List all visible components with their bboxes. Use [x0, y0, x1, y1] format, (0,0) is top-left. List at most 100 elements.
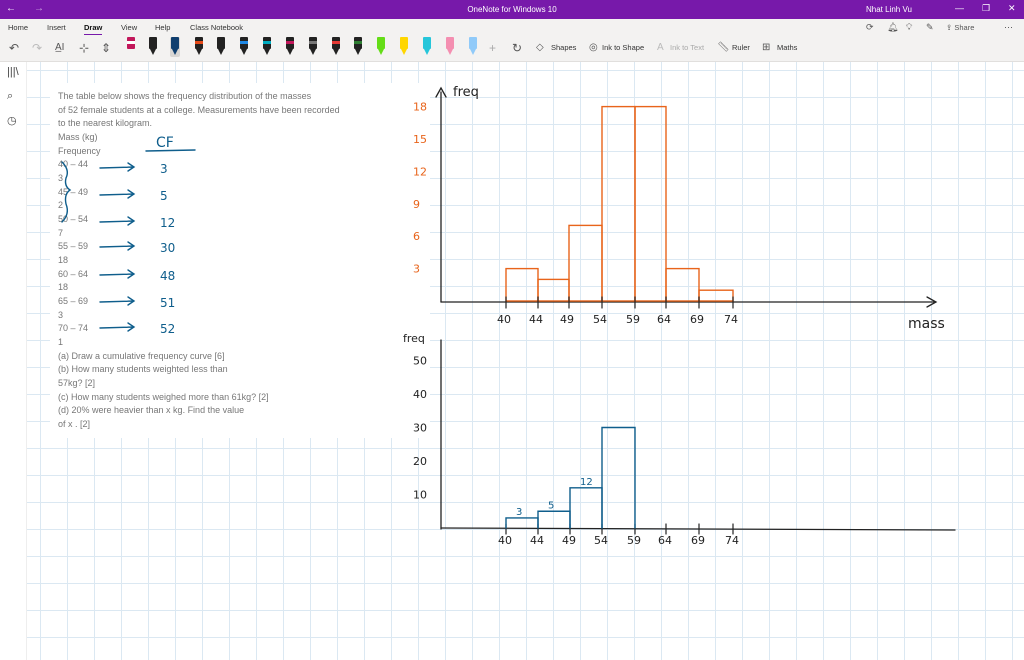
cf-arrow [99, 322, 136, 332]
menu-help[interactable]: Help [155, 23, 171, 32]
redo-icon[interactable]: ↷ [32, 41, 43, 55]
cf-arrow [99, 269, 136, 279]
shapes-icon[interactable]: ◇ [536, 42, 544, 53]
highlighter-pink[interactable] [445, 37, 455, 57]
pen-magenta[interactable] [285, 37, 295, 57]
cf-value: 48 [160, 269, 175, 283]
y-arrow [435, 86, 447, 98]
x-axis [440, 527, 956, 531]
type-select-icon[interactable]: A̲I [55, 42, 65, 53]
histogram-x-tick: 44 [529, 313, 543, 326]
cf-graph-y-tick: 40 [413, 388, 427, 401]
maths-icon[interactable]: ⊞ [762, 42, 771, 53]
pen-black-1[interactable] [148, 37, 158, 57]
maths-button[interactable]: Maths [777, 43, 798, 52]
histogram-y-tick: 15 [413, 133, 427, 146]
problem-textbox[interactable] [50, 83, 430, 438]
pen-red[interactable] [331, 37, 341, 57]
cf-step [537, 510, 571, 529]
pen-blue[interactable] [239, 37, 249, 57]
ruler-button[interactable]: Ruler [732, 43, 750, 52]
pen-settings-icon[interactable]: ✎ [926, 22, 934, 32]
ink-to-shape-icon[interactable]: ◎ [589, 42, 598, 53]
histogram-y-label: freq [453, 85, 479, 100]
cf-arrow [99, 216, 136, 226]
recent-icon[interactable]: ◷ [7, 115, 17, 127]
ruler-icon[interactable]: 📏︎ [717, 42, 730, 53]
eraser-icon[interactable] [126, 37, 136, 57]
histogram-y-tick: 12 [413, 165, 427, 178]
minimize-button[interactable]: — [955, 3, 964, 13]
cf-graph-x-tick: 74 [725, 534, 739, 547]
cf-value: 51 [160, 296, 175, 310]
more-options-icon[interactable]: ⋯ [1004, 22, 1013, 32]
problem-line: Frequency [58, 146, 101, 156]
sync-icon[interactable]: ⟳ [866, 22, 874, 32]
lasso-select-icon[interactable]: ⊹ [79, 41, 90, 55]
cf-graph-y-tick: 10 [413, 489, 427, 502]
share-button[interactable]: ⇪ Share [946, 23, 975, 32]
close-button[interactable]: ✕ [1008, 3, 1016, 13]
problem-line: 65 – 69 [58, 296, 89, 306]
pen-selected[interactable] [170, 37, 180, 57]
title-bar: ← → OneNote for Windows 10 Nhat Linh Vu … [0, 0, 1024, 19]
histogram-y-tick: 18 [413, 101, 427, 114]
pen-black-2[interactable] [216, 37, 226, 57]
menu-view[interactable]: View [121, 23, 138, 32]
pen-dark-green[interactable] [353, 37, 363, 57]
undo-icon[interactable]: ↶ [9, 41, 20, 55]
menu-insert[interactable]: Insert [47, 23, 66, 32]
cf-value: 52 [160, 322, 175, 336]
problem-line: (c) How many students weighed more than … [58, 392, 269, 402]
search-icon[interactable]: ⌕ [7, 90, 14, 102]
add-pen-icon[interactable]: + [489, 41, 497, 55]
brace-mark [61, 161, 72, 223]
problem-line: of x . [2] [58, 419, 91, 429]
problem-line: 70 – 74 [58, 323, 89, 333]
bell-icon[interactable]: 🔔︎ [887, 22, 899, 32]
histogram-y-tick: 3 [413, 263, 420, 276]
histogram-bar [698, 289, 734, 302]
add-space-icon[interactable]: ⇕ [101, 41, 112, 55]
cf-value: 12 [160, 216, 175, 230]
back-button[interactable]: ← [6, 3, 16, 14]
menu-class-notebook[interactable]: Class Notebook [190, 23, 243, 32]
cf-graph-y-tick: 30 [413, 422, 427, 435]
ink-replay-icon[interactable]: ↻ [512, 41, 523, 55]
shapes-button[interactable]: Shapes [551, 43, 577, 52]
problem-line: 2 [58, 200, 64, 210]
cf-step [505, 517, 539, 529]
problem-line: 1 [58, 337, 64, 347]
problem-line: (a) Draw a cumulative frequency curve [6… [58, 351, 225, 361]
pen-gray[interactable] [308, 37, 318, 57]
highlighter-yellow[interactable] [399, 37, 409, 57]
cumulative-frequency-graph: freq 10 20 30 40 50 40 44 49 54 59 64 69 74 3 5 12 [403, 332, 956, 547]
left-nav: |||\ ⌕ ◷ [0, 62, 27, 660]
pen-teal[interactable] [262, 37, 272, 57]
highlighter-cyan[interactable] [422, 37, 432, 57]
user-name[interactable]: Nhat Linh Vu [866, 5, 912, 14]
menu-home[interactable]: Home [8, 23, 29, 32]
problem-line: 60 – 64 [58, 269, 89, 279]
lightbulb-icon[interactable]: 💡︎ [906, 22, 913, 32]
histogram-bar [537, 278, 570, 302]
cf-graph-x-tick: 49 [562, 534, 576, 547]
pen-orange[interactable] [194, 37, 204, 57]
notebooks-icon[interactable]: |||\ [7, 66, 19, 78]
highlighter-green[interactable] [376, 37, 386, 57]
ink-to-shape-button[interactable]: Ink to Shape [602, 43, 645, 52]
histogram-x-tick: 49 [560, 313, 574, 326]
problem-line: The table below shows the frequency dist… [58, 91, 312, 101]
highlighter-lightblue[interactable] [468, 37, 478, 57]
cf-value: 5 [160, 189, 168, 203]
ink-to-text-icon: A [657, 42, 664, 53]
cf-graph-x-tick: 69 [691, 534, 705, 547]
problem-line: 57kg? [2] [58, 378, 96, 388]
histogram-x-label: mass [908, 316, 945, 332]
restore-button[interactable]: ❐ [982, 3, 991, 13]
problem-line: of 52 female students at a college. Meas… [58, 105, 340, 115]
forward-button[interactable]: → [34, 3, 44, 14]
cf-graph-x-tick: 64 [658, 534, 672, 547]
histogram-bar [634, 105, 667, 302]
